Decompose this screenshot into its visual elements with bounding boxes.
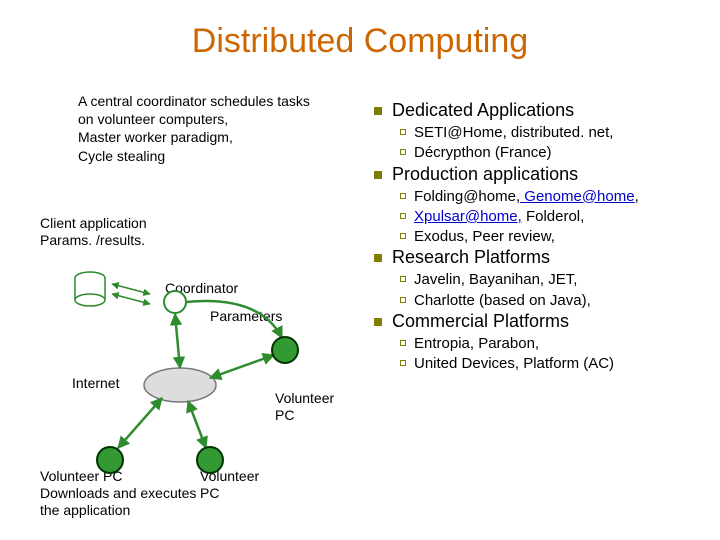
list-item: Xpulsar@home, Folderol, bbox=[370, 207, 710, 227]
arrow-icon bbox=[112, 294, 150, 304]
list-section: Research Platforms bbox=[370, 247, 710, 268]
pc-node bbox=[272, 337, 298, 363]
square-bullet-icon bbox=[374, 318, 382, 326]
section-label: Research Platforms bbox=[392, 247, 550, 267]
intro-line: A central coordinator schedules tasks bbox=[78, 92, 368, 110]
hollow-square-icon bbox=[400, 149, 406, 155]
coordinator-node bbox=[164, 291, 186, 313]
square-bullet-icon bbox=[374, 254, 382, 262]
list-item: SETI@Home, distributed. net, bbox=[370, 123, 710, 143]
intro-line: Cycle stealing bbox=[78, 147, 368, 165]
hollow-square-icon bbox=[400, 129, 406, 135]
square-bullet-icon bbox=[374, 171, 382, 179]
edge bbox=[118, 398, 162, 448]
list-item: Folding@home, Genome@home, bbox=[370, 187, 710, 207]
hollow-square-icon bbox=[400, 213, 406, 219]
list-section: Production applications bbox=[370, 164, 710, 185]
link-text: Xpulsar@home, bbox=[414, 208, 522, 225]
link-text: Genome@home bbox=[520, 188, 634, 205]
section-label: Production applications bbox=[392, 164, 578, 184]
network-diagram bbox=[30, 190, 370, 530]
edge bbox=[210, 355, 274, 378]
list-section: Dedicated Applications bbox=[370, 100, 710, 121]
intro-line: Master worker paradigm, bbox=[78, 128, 368, 146]
section-label: Commercial Platforms bbox=[392, 311, 569, 331]
internet-node bbox=[144, 368, 216, 402]
list-item: Entropia, Parabon, bbox=[370, 334, 710, 354]
list-section: Commercial Platforms bbox=[370, 311, 710, 332]
list-item: Charlotte (based on Java), bbox=[370, 291, 710, 311]
pc-node bbox=[97, 447, 123, 473]
edge bbox=[188, 401, 206, 448]
section-label: Dedicated Applications bbox=[392, 100, 574, 120]
hollow-square-icon bbox=[400, 360, 406, 366]
intro-line: on volunteer computers, bbox=[78, 110, 368, 128]
page-title: Distributed Computing bbox=[0, 22, 720, 61]
hollow-square-icon bbox=[400, 340, 406, 346]
intro-text: A central coordinator schedules tasks on… bbox=[78, 92, 368, 165]
edge bbox=[186, 301, 282, 338]
hollow-square-icon bbox=[400, 297, 406, 303]
list-item: Javelin, Bayanihan, JET, bbox=[370, 270, 710, 290]
database-icon bbox=[75, 272, 105, 306]
list-item: Exodus, Peer review, bbox=[370, 227, 710, 247]
arrow-icon bbox=[112, 284, 150, 294]
hollow-square-icon bbox=[400, 276, 406, 282]
hollow-square-icon bbox=[400, 233, 406, 239]
square-bullet-icon bbox=[374, 107, 382, 115]
hollow-square-icon bbox=[400, 193, 406, 199]
topics-list: Dedicated Applications SETI@Home, distri… bbox=[370, 100, 710, 374]
list-item: Décrypthon (France) bbox=[370, 143, 710, 163]
pc-node bbox=[197, 447, 223, 473]
list-item: United Devices, Platform (AC) bbox=[370, 354, 710, 374]
edge bbox=[175, 314, 180, 368]
